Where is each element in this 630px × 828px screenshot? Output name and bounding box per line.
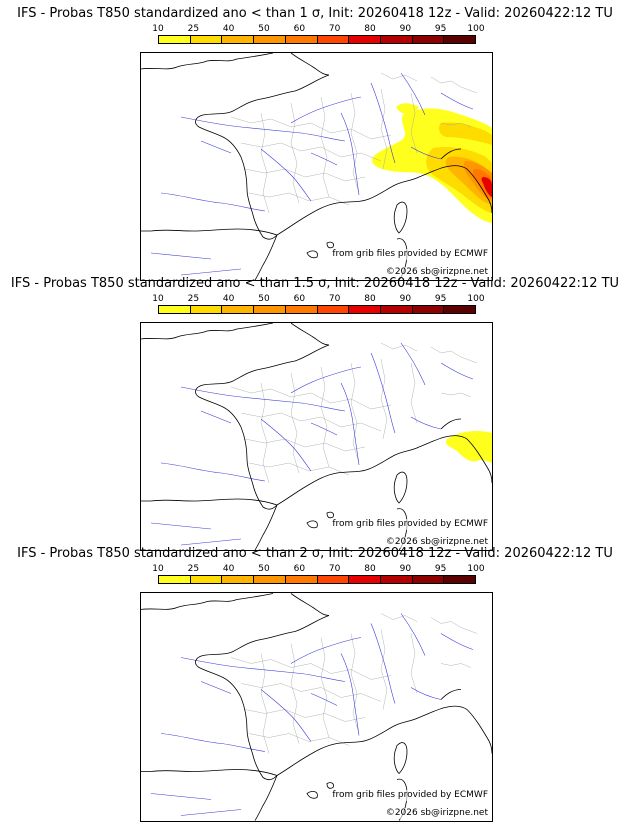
colorbar-segment	[159, 576, 191, 583]
colorbar-tick-label: 95	[434, 294, 447, 304]
copyright-credit: ©2026 sb@irizpne.net	[385, 267, 488, 278]
source-credit: from grib files provided by ECMWF	[332, 249, 488, 260]
colorbar-tick-label: 40	[222, 294, 235, 304]
colorbar-segment	[444, 36, 476, 43]
colorbar	[158, 575, 476, 584]
colorbar-segment	[222, 36, 255, 43]
colorbar-segment	[380, 36, 413, 43]
copyright-credit: ©2026 sb@irizpne.net	[385, 537, 488, 548]
colorbar-segment	[190, 306, 223, 313]
colorbar-segment	[285, 36, 318, 43]
colorbar-tick-label: 10	[152, 564, 164, 574]
colorbar-tick-label: 50	[258, 564, 270, 574]
map-features	[141, 323, 492, 550]
colorbar-tick-label: 95	[434, 24, 447, 34]
colorbar-segment	[317, 576, 350, 583]
colorbar-tick-label: 80	[364, 294, 376, 304]
colorbar-tick-label: 10	[152, 294, 164, 304]
colorbar-tick-label: 70	[328, 24, 341, 34]
colorbar-segment	[317, 306, 350, 313]
map-features	[141, 593, 492, 821]
colorbar-segment	[159, 36, 191, 43]
colorbar-tick-label: 50	[258, 24, 270, 34]
colorbar-segment	[412, 576, 445, 583]
probability-map[interactable]: from grib files provided by ECMWF ©2026 …	[140, 592, 493, 822]
colorbar-tick-label: 25	[187, 294, 200, 304]
panel-1-5sigma: IFS - Probas T850 standardized ano < tha…	[0, 276, 630, 551]
colorbar-tick-label: 70	[328, 294, 341, 304]
colorbar-tick-label: 40	[222, 24, 235, 34]
colorbar-ticks: 10 25 40 50 60 70 80 90 95 100	[152, 294, 484, 304]
panel-1sigma: IFS - Probas T850 standardized ano < tha…	[0, 6, 630, 281]
colorbar-tick-label: 100	[467, 24, 485, 34]
colorbar-segment	[254, 36, 286, 43]
colorbar-segment	[349, 36, 381, 43]
colorbar-tick-label: 25	[187, 564, 200, 574]
colorbar-segment	[190, 36, 223, 43]
copyright-credit: ©2026 sb@irizpne.net	[385, 808, 488, 819]
colorbar-segment	[159, 306, 191, 313]
colorbar-segment	[444, 306, 476, 313]
colorbar-tick-label: 100	[467, 564, 485, 574]
colorbar-tick-label: 25	[187, 24, 200, 34]
colorbar-segment	[412, 306, 445, 313]
probability-area	[445, 431, 492, 463]
panel-2sigma: IFS - Probas T850 standardized ano < tha…	[0, 546, 630, 826]
colorbar-segment	[285, 306, 318, 313]
colorbar-tick-label: 60	[293, 564, 306, 574]
colorbar-tick-label: 40	[222, 564, 235, 574]
probability-map[interactable]: from grib files provided by ECMWF ©2026 …	[140, 322, 493, 551]
colorbar-tick-label: 80	[364, 564, 376, 574]
map-canvas	[141, 53, 492, 280]
colorbar-segment	[349, 576, 381, 583]
colorbar-segment	[380, 576, 413, 583]
colorbar-segment	[317, 36, 350, 43]
colorbar-tick-label: 100	[467, 294, 485, 304]
colorbar	[158, 305, 476, 314]
colorbar-ticks: 10 25 40 50 60 70 80 90 95 100	[152, 564, 484, 574]
colorbar-segment	[222, 576, 255, 583]
colorbar-tick-label: 70	[328, 564, 341, 574]
colorbar-segment	[254, 306, 286, 313]
source-credit: from grib files provided by ECMWF	[332, 790, 488, 801]
panel-title: IFS - Probas T850 standardized ano < tha…	[10, 276, 620, 291]
colorbar-segment	[190, 576, 223, 583]
colorbar-tick-label: 50	[258, 294, 270, 304]
colorbar-tick-label: 10	[152, 24, 164, 34]
colorbar-tick-label: 90	[399, 294, 412, 304]
colorbar-tick-label: 60	[293, 24, 306, 34]
colorbar-tick-label: 95	[434, 564, 447, 574]
colorbar-segment	[349, 306, 381, 313]
colorbar-tick-label: 80	[364, 24, 376, 34]
colorbar-segment	[444, 576, 476, 583]
panel-title: IFS - Probas T850 standardized ano < tha…	[17, 546, 613, 561]
colorbar-segment	[380, 306, 413, 313]
source-credit: from grib files provided by ECMWF	[332, 519, 488, 530]
panel-title: IFS - Probas T850 standardized ano < tha…	[17, 6, 613, 21]
colorbar-ticks: 10 25 40 50 60 70 80 90 95 100	[152, 24, 484, 34]
map-canvas	[141, 323, 492, 550]
colorbar-segment	[412, 36, 445, 43]
colorbar-tick-label: 90	[399, 24, 412, 34]
colorbar	[158, 35, 476, 44]
colorbar-tick-label: 60	[293, 294, 306, 304]
colorbar-segment	[285, 576, 318, 583]
colorbar-segment	[254, 576, 286, 583]
probability-area	[372, 103, 492, 223]
map-canvas	[141, 593, 492, 821]
colorbar-segment	[222, 306, 255, 313]
probability-map[interactable]: from grib files provided by ECMWF ©2026 …	[140, 52, 493, 281]
colorbar-tick-label: 90	[399, 564, 412, 574]
